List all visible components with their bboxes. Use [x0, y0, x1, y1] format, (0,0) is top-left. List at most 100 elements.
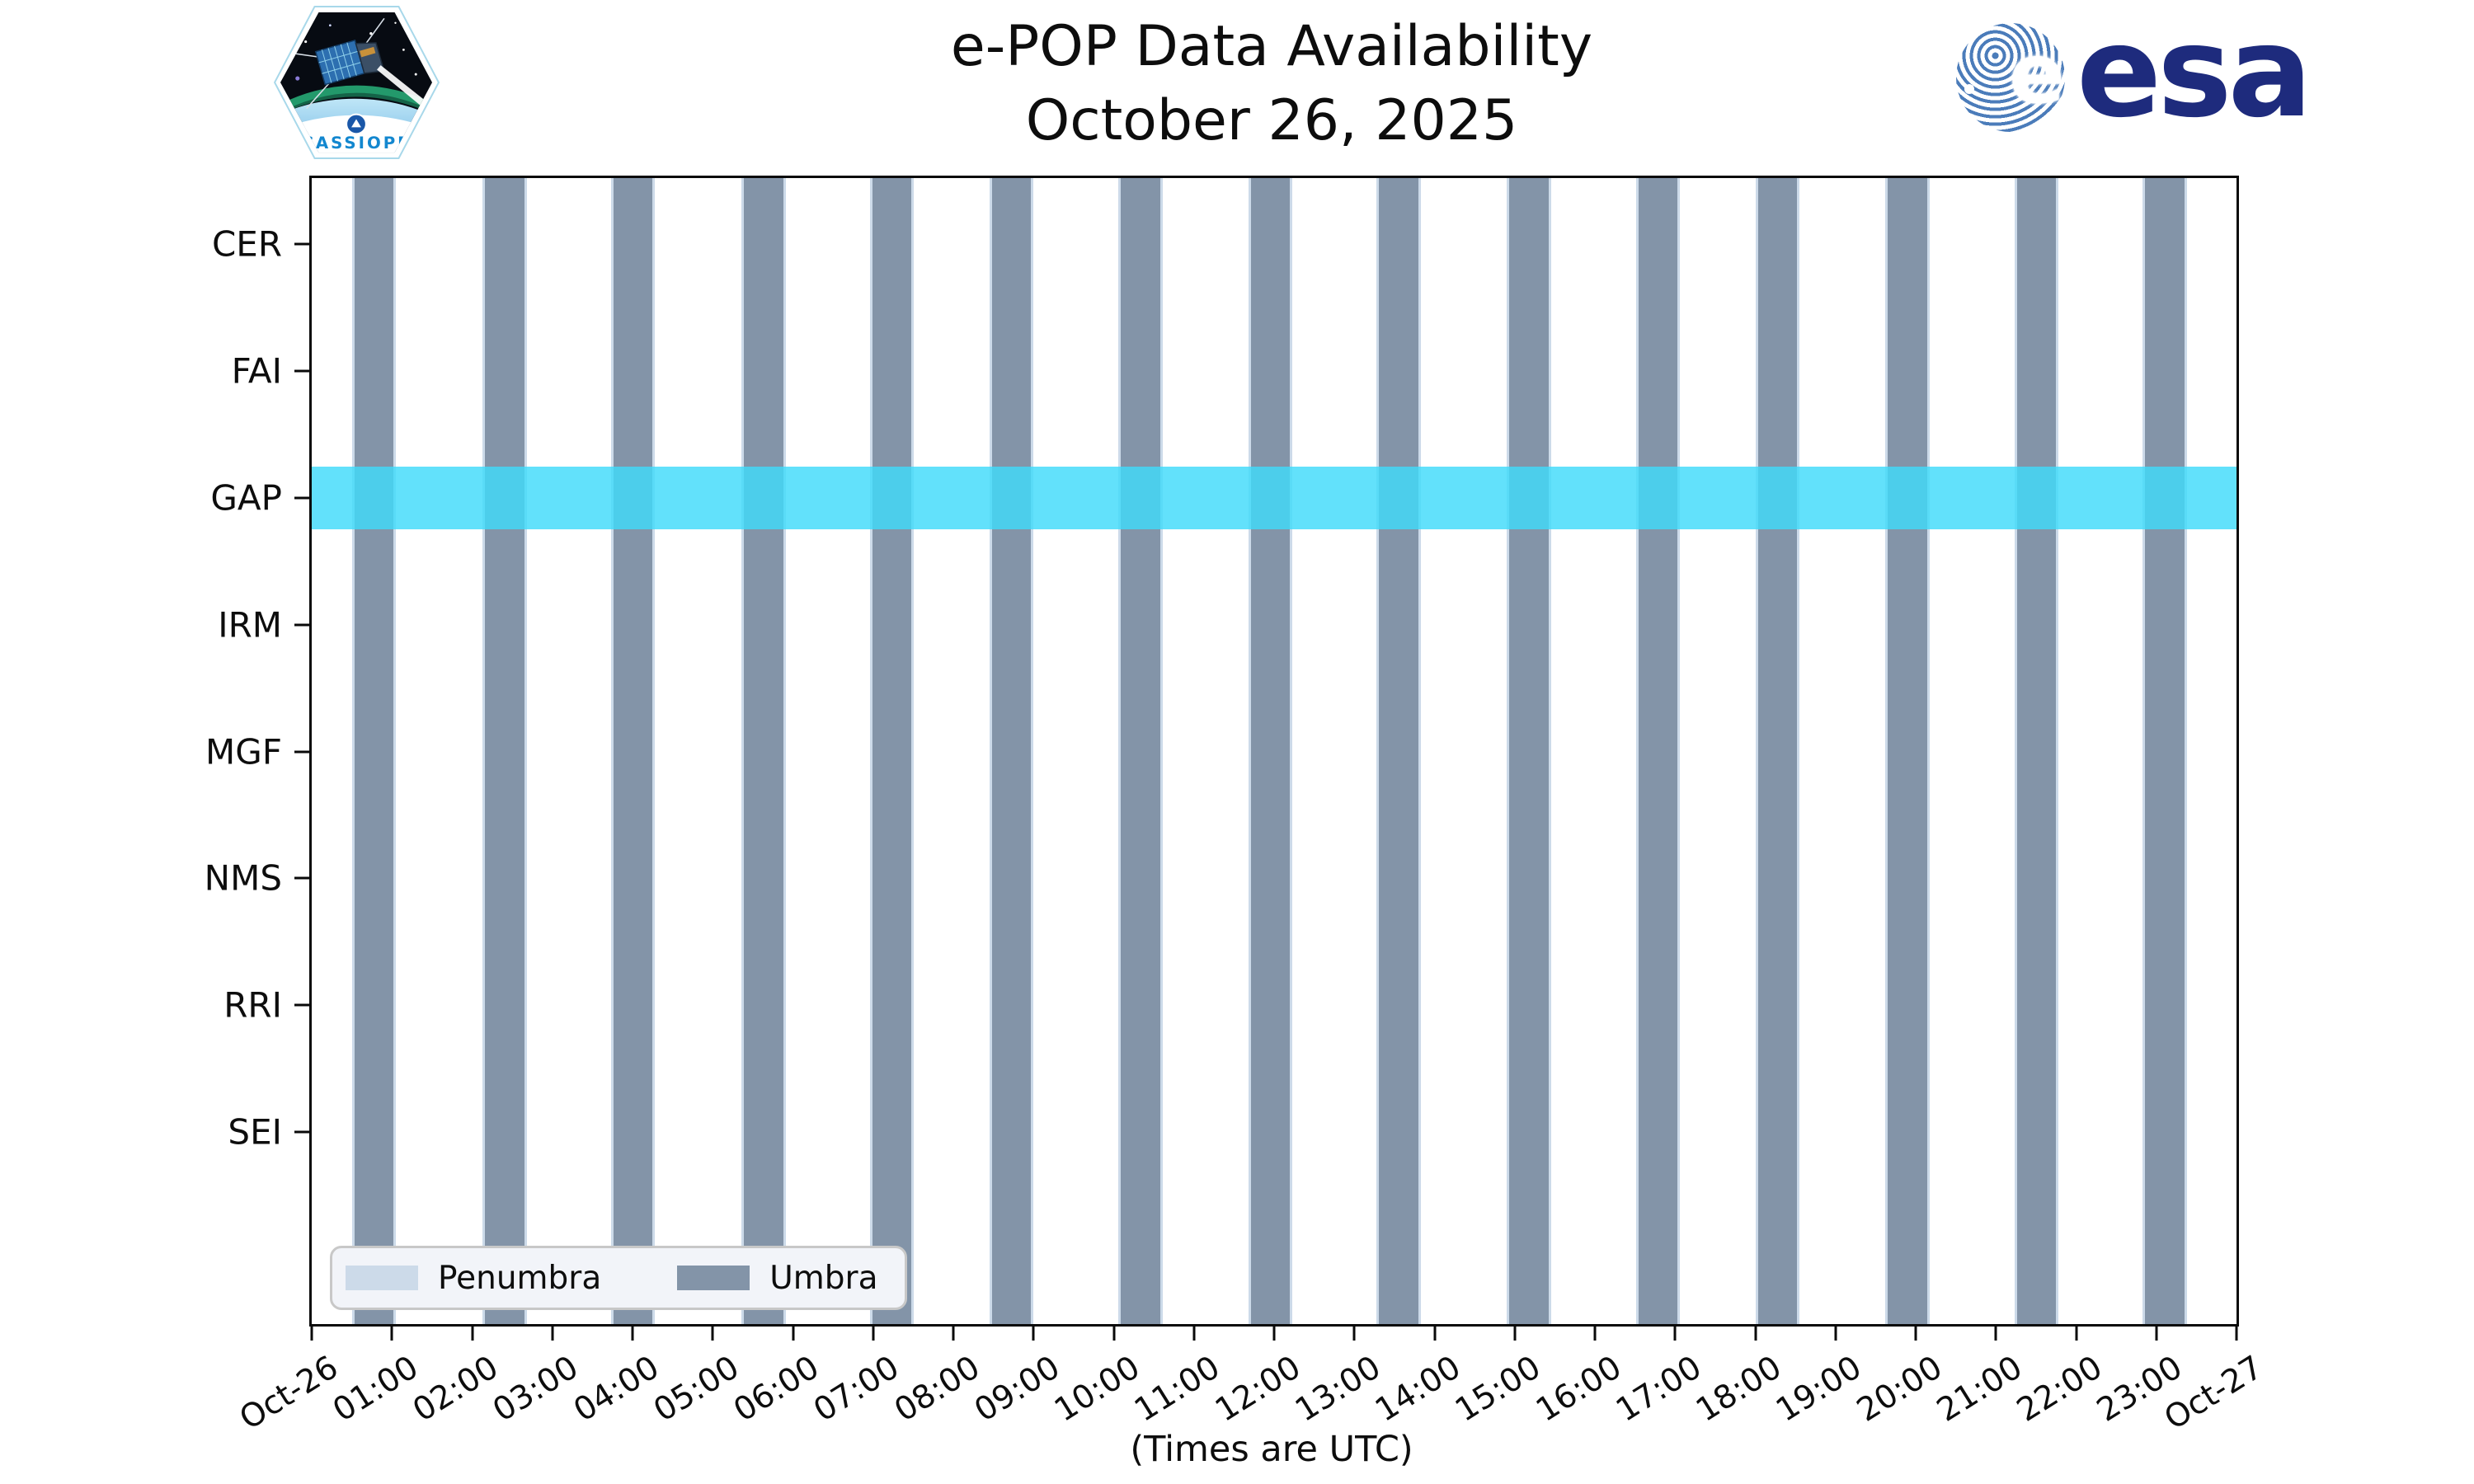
x-axis-label-text: 05:00 [647, 1349, 746, 1430]
y-axis-label-text: RRI [223, 984, 282, 1026]
availability-band-gap [312, 466, 2236, 529]
esa-globe-letter: e [2009, 25, 2065, 122]
chart-subtitle: October 26, 2025 [1025, 88, 1518, 154]
x-axis-tick [2155, 1327, 2158, 1341]
x-axis-label-text: 12:00 [1208, 1349, 1307, 1430]
umbra-bar [610, 178, 656, 1324]
x-axis-label-text: 07:00 [807, 1349, 906, 1430]
umbra-bar [2014, 178, 2059, 1324]
y-axis-tick [294, 369, 309, 373]
umbra-swatch [677, 1266, 750, 1290]
y-axis-label-text: IRM [218, 604, 282, 646]
x-axis-tick [1673, 1327, 1677, 1341]
umbra-bar [1885, 178, 1930, 1324]
x-axis-tick [1513, 1327, 1517, 1341]
x-axis-tick [1112, 1327, 1115, 1341]
x-axis-label-text: Oct-26 [233, 1349, 345, 1438]
x-axis-tick [2235, 1327, 2238, 1341]
beam [377, 65, 425, 106]
x-axis-label-text: 10:00 [1048, 1349, 1147, 1430]
x-axis-label-text: 21:00 [1930, 1349, 2030, 1430]
y-axis-label-text: SEI [228, 1111, 282, 1153]
x-axis-tick [792, 1327, 794, 1341]
umbra-bar [741, 178, 786, 1324]
y-axis-label-text: GAP [210, 477, 282, 519]
y-axis-tick [294, 750, 309, 754]
x-axis-label-text: 13:00 [1288, 1349, 1388, 1430]
penumbra-swatch [346, 1266, 418, 1290]
x-axis-label-text: 19:00 [1770, 1349, 1869, 1430]
x-axis-label-text: 15:00 [1449, 1349, 1548, 1430]
esa-wordmark: esa [2077, 0, 2312, 145]
esa-globe-dot [1964, 84, 1974, 94]
umbra-bar [2142, 178, 2187, 1324]
esa-logo: e esa [1956, 10, 2312, 140]
cassiope-patch-title: CASSIOPE [301, 134, 411, 153]
x-axis-tick [1914, 1327, 1917, 1341]
x-axis-caption: (Times are UTC) [1130, 1429, 1413, 1470]
x-axis-tick [551, 1327, 554, 1341]
umbra-bar [1635, 178, 1681, 1324]
x-axis-tick [1272, 1327, 1276, 1341]
y-axis-label-text: FAI [231, 350, 282, 392]
y-axis-tick [294, 876, 309, 880]
y-axis-tick [294, 1130, 309, 1134]
x-axis-tick [1032, 1327, 1035, 1341]
chart-title-block: e-POP Data Availability October 26, 2025 [309, 10, 2234, 159]
y-axis-label-text: NMS [204, 857, 282, 899]
y-axis-label-text: CER [211, 223, 282, 265]
x-axis-label-text: 08:00 [887, 1349, 986, 1430]
x-axis-label-text: 04:00 [567, 1349, 666, 1430]
umbra-label: Umbra [769, 1259, 878, 1297]
y-axis-tick [294, 242, 309, 246]
y-axis-label-text: MGF [205, 731, 282, 773]
x-axis-label-text: 20:00 [1850, 1349, 1949, 1430]
x-axis-tick [310, 1327, 313, 1341]
x-axis-tick [1994, 1327, 1997, 1341]
esa-globe-icon: e [1956, 23, 2065, 132]
umbra-bar [351, 178, 397, 1324]
umbra-bar [1376, 178, 1421, 1324]
x-axis-tick [952, 1327, 955, 1341]
x-axis-label-text: 02:00 [407, 1349, 506, 1430]
x-axis-tick [1352, 1327, 1356, 1341]
x-axis-label-text: 17:00 [1609, 1349, 1709, 1430]
x-axis-tick [631, 1327, 634, 1341]
x-axis-label-text: 16:00 [1529, 1349, 1628, 1430]
umbra-bar [1507, 178, 1551, 1324]
x-axis-label-text: 06:00 [727, 1349, 826, 1430]
x-axis-tick [471, 1327, 473, 1341]
x-axis-tick [1593, 1327, 1597, 1341]
x-axis-label-text: 18:00 [1690, 1349, 1789, 1430]
chart-title: e-POP Data Availability [950, 14, 1593, 79]
y-axis-tick [294, 623, 309, 627]
legend-entry-penumbra: Penumbra [346, 1260, 601, 1297]
x-axis-label-text: 03:00 [487, 1349, 586, 1430]
x-axis-tick [1754, 1327, 1757, 1341]
x-axis-label-text: 22:00 [2011, 1349, 2109, 1430]
umbra-bar [1248, 178, 1293, 1324]
x-axis-tick [711, 1327, 714, 1341]
cassiope-mission-patch: CASSIOPE [272, 5, 441, 160]
umbra-bar [989, 178, 1034, 1324]
x-axis-tick [1834, 1327, 1837, 1341]
x-axis-label-text: 11:00 [1128, 1349, 1227, 1430]
cassiope-satellite [292, 17, 425, 110]
umbra-bar [1118, 178, 1163, 1324]
umbra-bar [869, 178, 915, 1324]
legend-entry-umbra: Umbra [677, 1260, 877, 1297]
x-axis-tick [1433, 1327, 1436, 1341]
penumbra-label: Penumbra [438, 1259, 602, 1297]
x-axis-label-text: 09:00 [967, 1349, 1067, 1430]
cassiope-patch-graphic: CASSIOPE [273, 5, 440, 160]
x-axis-label-text: 14:00 [1369, 1349, 1468, 1430]
x-axis-tick [1192, 1327, 1196, 1341]
y-axis-tick [294, 496, 309, 500]
y-axis-tick [294, 1003, 309, 1007]
x-axis-tick [2075, 1327, 2077, 1341]
legend: Penumbra Umbra [330, 1246, 907, 1310]
x-axis-tick [872, 1327, 875, 1341]
umbra-bar [482, 178, 527, 1324]
umbra-bar [1755, 178, 1799, 1324]
